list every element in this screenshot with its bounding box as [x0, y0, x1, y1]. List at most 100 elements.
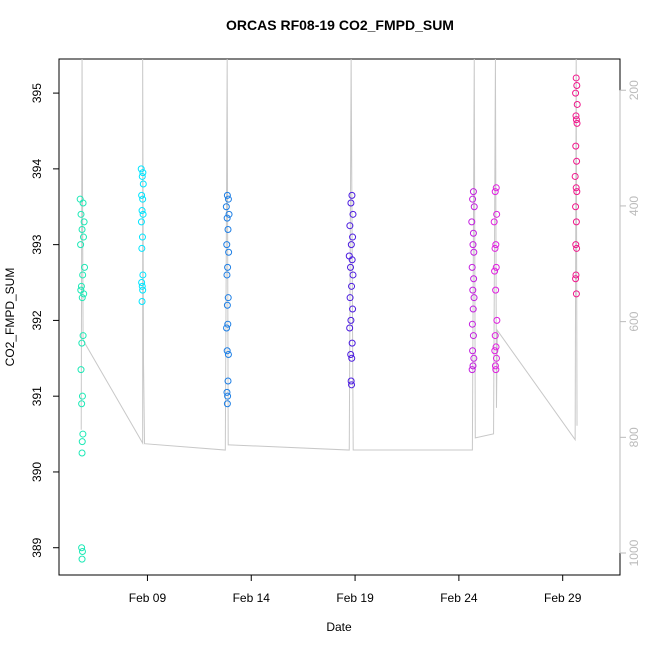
point [222, 203, 230, 211]
point [469, 305, 477, 313]
y2-tick-label: 400 [627, 196, 641, 216]
point [468, 218, 476, 226]
y-tick-label: 390 [30, 462, 44, 482]
point [491, 244, 499, 252]
point [572, 74, 580, 82]
point [572, 241, 580, 249]
point [573, 82, 581, 90]
point [492, 343, 500, 351]
point [469, 347, 477, 355]
point [469, 195, 477, 203]
y2-tick-label: 800 [627, 427, 641, 447]
point [572, 142, 580, 150]
point [78, 392, 86, 400]
point [468, 366, 476, 374]
point [490, 218, 498, 226]
y2-tick-label: 1000 [627, 539, 641, 566]
point [139, 210, 147, 218]
point [79, 430, 87, 438]
point [572, 116, 580, 124]
x-tick-label: Feb 09 [129, 591, 167, 605]
y-tick-label: 391 [30, 386, 44, 406]
point [571, 172, 579, 180]
point [347, 377, 355, 385]
point [223, 271, 231, 279]
point [223, 400, 231, 408]
point [224, 351, 232, 359]
point [347, 316, 355, 324]
point [346, 222, 354, 230]
point [139, 195, 147, 203]
point [469, 241, 477, 249]
x-tick-label: Feb 19 [336, 591, 374, 605]
point [78, 225, 86, 233]
point [78, 544, 86, 552]
point [139, 286, 147, 294]
point [139, 180, 147, 188]
point [493, 210, 501, 218]
point [81, 263, 89, 271]
point [491, 362, 499, 370]
point [491, 332, 499, 340]
point [77, 282, 85, 290]
point [78, 555, 86, 563]
point [573, 157, 581, 165]
point [346, 294, 354, 302]
point [349, 271, 357, 279]
point [138, 233, 146, 241]
point [224, 320, 232, 328]
point [138, 191, 146, 199]
point [349, 305, 357, 313]
point [346, 324, 354, 332]
y2-tick-label: 600 [627, 311, 641, 331]
point [224, 377, 232, 385]
point [469, 286, 477, 294]
point [224, 195, 232, 203]
point [79, 199, 87, 207]
point [138, 172, 146, 180]
point [78, 548, 86, 556]
point [223, 191, 231, 199]
point [79, 233, 87, 241]
y2-tick-label: 200 [627, 80, 641, 100]
point [572, 275, 580, 283]
x-tick-label: Feb 24 [440, 591, 478, 605]
point [137, 165, 145, 173]
point [78, 294, 86, 302]
point [77, 366, 85, 374]
point [348, 256, 356, 264]
point [573, 119, 581, 127]
point [225, 210, 233, 218]
x-tick-label: Feb 29 [544, 591, 582, 605]
point [224, 225, 232, 233]
x-tick-label: Feb 14 [233, 591, 271, 605]
point [78, 339, 86, 347]
point [491, 347, 499, 355]
point [348, 381, 356, 389]
point [223, 388, 231, 396]
point [573, 100, 581, 108]
point [349, 233, 357, 241]
point [347, 263, 355, 271]
point [492, 184, 500, 192]
point [224, 263, 232, 271]
point [223, 241, 231, 249]
point [77, 241, 85, 249]
point [468, 320, 476, 328]
point [347, 241, 355, 249]
point [469, 229, 477, 237]
point [572, 218, 580, 226]
point [78, 438, 86, 446]
point [491, 267, 499, 275]
point [138, 207, 146, 215]
point [491, 188, 499, 196]
point [572, 271, 580, 279]
point [78, 449, 86, 457]
point [79, 332, 87, 340]
point [572, 290, 580, 298]
x-axis-label: Date [326, 620, 352, 634]
point [138, 297, 146, 305]
point [138, 244, 146, 252]
point [224, 392, 232, 400]
